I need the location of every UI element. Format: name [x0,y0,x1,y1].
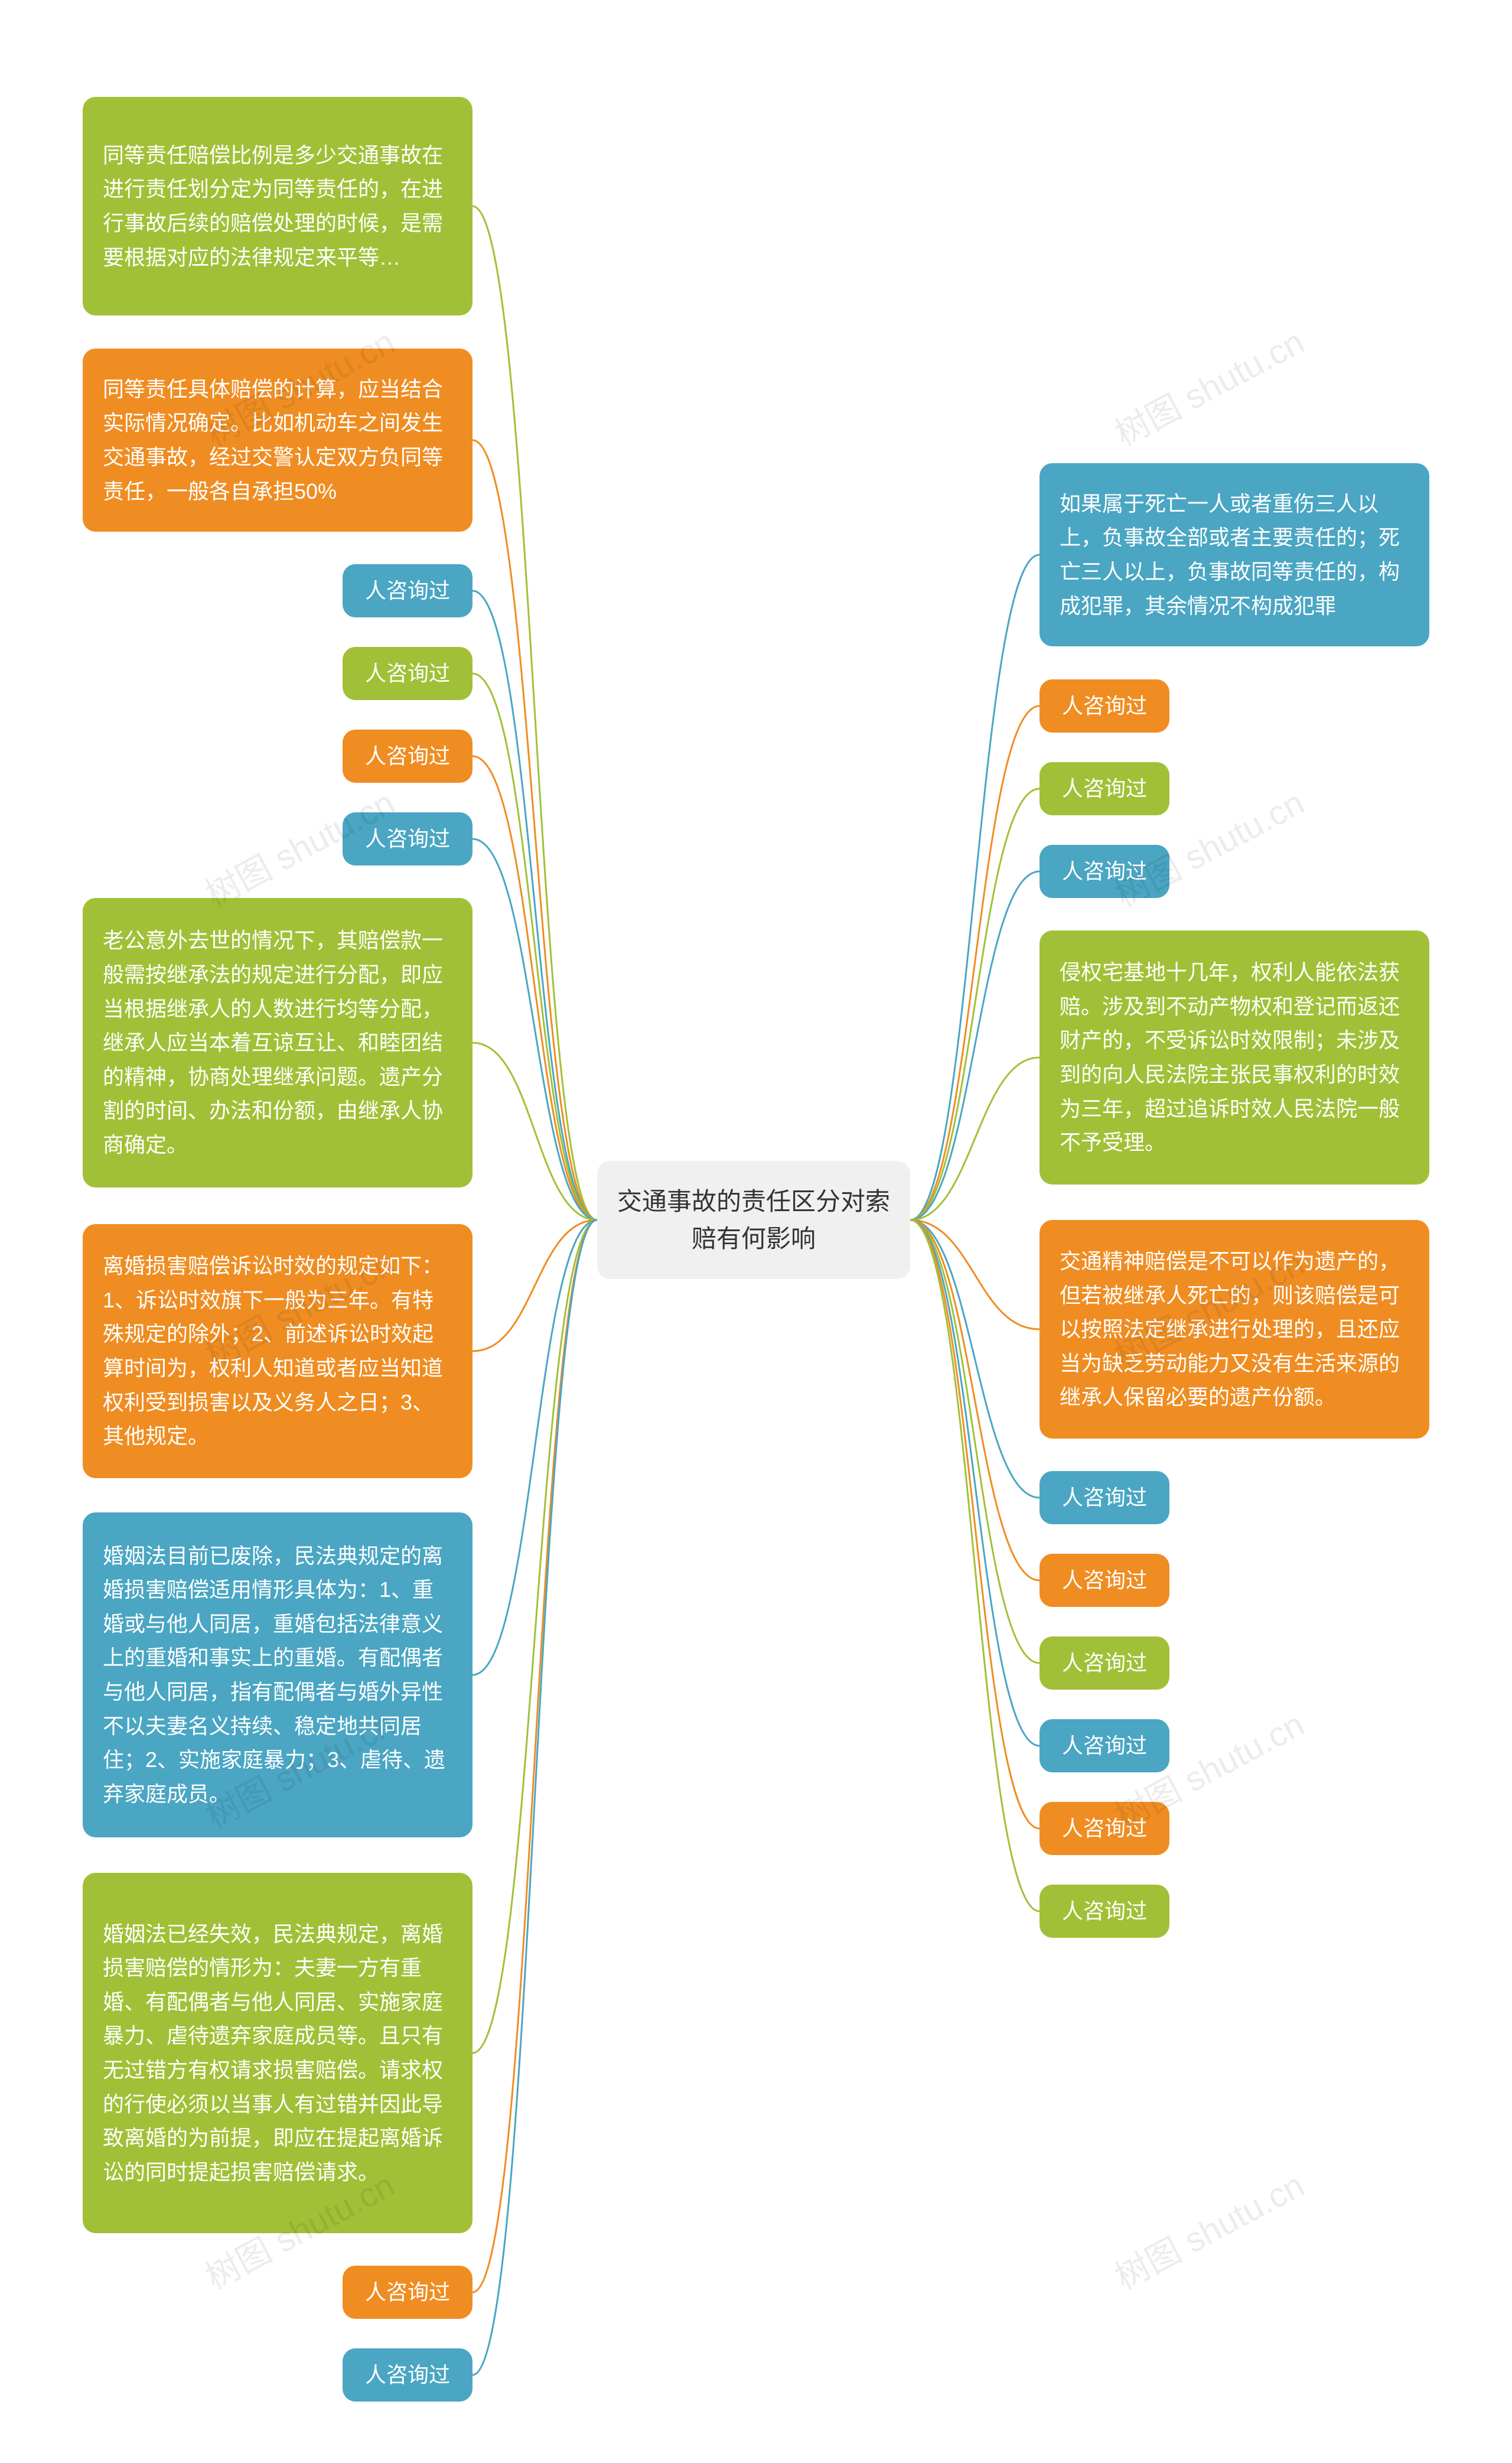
right-node-label: 人咨询过 [1062,1481,1147,1515]
connector [910,706,1040,1220]
right-node: 人咨询过 [1040,1554,1169,1607]
right-node: 人咨询过 [1040,1471,1169,1524]
left-node: 人咨询过 [343,564,472,617]
right-node-label: 人咨询过 [1062,1729,1147,1763]
right-node: 人咨询过 [1040,1885,1169,1938]
right-node-label: 人咨询过 [1062,1811,1147,1846]
connector [910,1220,1040,1580]
left-node-label: 婚姻法目前已废除，民法典规定的离婚损害赔偿适用情形具体为：1、重婚或与他人同居，… [103,1539,452,1811]
left-node-label: 人咨询过 [365,574,450,608]
right-node-label: 如果属于死亡一人或者重伤三人以上，负事故全部或者主要责任的；死亡三人以上，负事故… [1060,487,1409,623]
connector [472,1043,597,1220]
left-node-label: 老公意外去世的情况下，其赔偿款一般需按继承法的规定进行分配，即应当根据继承人的人… [103,923,452,1161]
left-node-label: 人咨询过 [365,2275,450,2309]
right-node-label: 人咨询过 [1062,1646,1147,1680]
connector [472,1220,597,2375]
right-node: 人咨询过 [1040,1636,1169,1690]
left-node: 同等责任赔偿比例是多少交通事故在进行责任划分定为同等责任的，在进行事故后续的赔偿… [83,97,472,315]
right-node-label: 人咨询过 [1062,854,1147,889]
connector [472,1220,597,1675]
right-node-label: 交通精神赔偿是不可以作为遗产的，但若被继承人死亡的，则该赔偿是可以按照法定继承进… [1060,1244,1409,1414]
right-node-label: 人咨询过 [1062,1894,1147,1928]
center-node: 交通事故的责任区分对索赔有何影响 [597,1161,910,1279]
left-node-label: 同等责任具体赔偿的计算，应当结合实际情况确定。比如机动车之间发生交通事故，经过交… [103,372,452,508]
left-node: 离婚损害赔偿诉讼时效的规定如下：1、诉讼时效旗下一般为三年。有特殊规定的除外；2… [83,1224,472,1478]
watermark-text: 树图 shutu.cn [1109,323,1311,454]
left-node-label: 同等责任赔偿比例是多少交通事故在进行责任划分定为同等责任的，在进行事故后续的赔偿… [103,138,452,274]
right-node: 人咨询过 [1040,1802,1169,1855]
connector [910,1220,1040,1828]
connector [910,1220,1040,1911]
connector [472,206,597,1220]
connector [910,1220,1040,1663]
right-node-label: 人咨询过 [1062,1563,1147,1597]
connector [472,1220,597,2053]
watermark-text: 树图 shutu.cn [1109,2166,1311,2297]
mindmap-canvas: 交通事故的责任区分对索赔有何影响 同等责任赔偿比例是多少交通事故在进行责任划分定为… [0,0,1512,2463]
watermark: 树图 shutu.cn [1105,314,1312,455]
left-node: 人咨询过 [343,2348,472,2402]
left-node-label: 人咨询过 [365,2358,450,2392]
connector [910,1058,1040,1220]
left-node-label: 婚姻法已经失效，民法典规定，离婚损害赔偿的情形为：夫妻一方有重婚、有配偶者与他人… [103,1917,452,2189]
connector [910,1220,1040,1498]
right-node: 如果属于死亡一人或者重伤三人以上，负事故全部或者主要责任的；死亡三人以上，负事故… [1040,463,1429,646]
right-node-label: 人咨询过 [1062,772,1147,806]
right-node: 人咨询过 [1040,845,1169,898]
right-node: 人咨询过 [1040,679,1169,733]
left-node: 婚姻法已经失效，民法典规定，离婚损害赔偿的情形为：夫妻一方有重婚、有配偶者与他人… [83,1873,472,2233]
right-node: 交通精神赔偿是不可以作为遗产的，但若被继承人死亡的，则该赔偿是可以按照法定继承进… [1040,1220,1429,1439]
right-node-label: 人咨询过 [1062,689,1147,723]
left-node-label: 人咨询过 [365,822,450,856]
right-node-label: 侵权宅基地十几年，权利人能依法获赔。涉及到不动产物权和登记而返还财产的，不受诉讼… [1060,955,1409,1160]
connector [910,789,1040,1220]
left-node-label: 离婚损害赔偿诉讼时效的规定如下：1、诉讼时效旗下一般为三年。有特殊规定的除外；2… [103,1249,452,1453]
connector [910,1220,1040,1746]
left-node: 人咨询过 [343,812,472,866]
connector [472,591,597,1220]
left-node-label: 人咨询过 [365,739,450,773]
connector [472,756,597,1220]
right-node: 侵权宅基地十几年，权利人能依法获赔。涉及到不动产物权和登记而返还财产的，不受诉讼… [1040,930,1429,1185]
connector [910,555,1040,1220]
connector [472,673,597,1220]
left-node: 老公意外去世的情况下，其赔偿款一般需按继承法的规定进行分配，即应当根据继承人的人… [83,898,472,1187]
connector [472,1220,597,2292]
left-node: 同等责任具体赔偿的计算，应当结合实际情况确定。比如机动车之间发生交通事故，经过交… [83,349,472,532]
connector [910,1220,1040,1329]
left-node-label: 人咨询过 [365,656,450,691]
left-node: 婚姻法目前已废除，民法典规定的离婚损害赔偿适用情形具体为：1、重婚或与他人同居，… [83,1512,472,1837]
left-node: 人咨询过 [343,2266,472,2319]
left-node: 人咨询过 [343,730,472,783]
connector [910,871,1040,1220]
right-node: 人咨询过 [1040,1719,1169,1772]
center-node-label: 交通事故的责任区分对索赔有何影响 [617,1183,890,1257]
watermark: 树图 shutu.cn [1105,2158,1312,2299]
connector [472,440,597,1220]
connector [472,839,597,1220]
right-node: 人咨询过 [1040,762,1169,815]
left-node: 人咨询过 [343,647,472,700]
connector [472,1220,597,1351]
